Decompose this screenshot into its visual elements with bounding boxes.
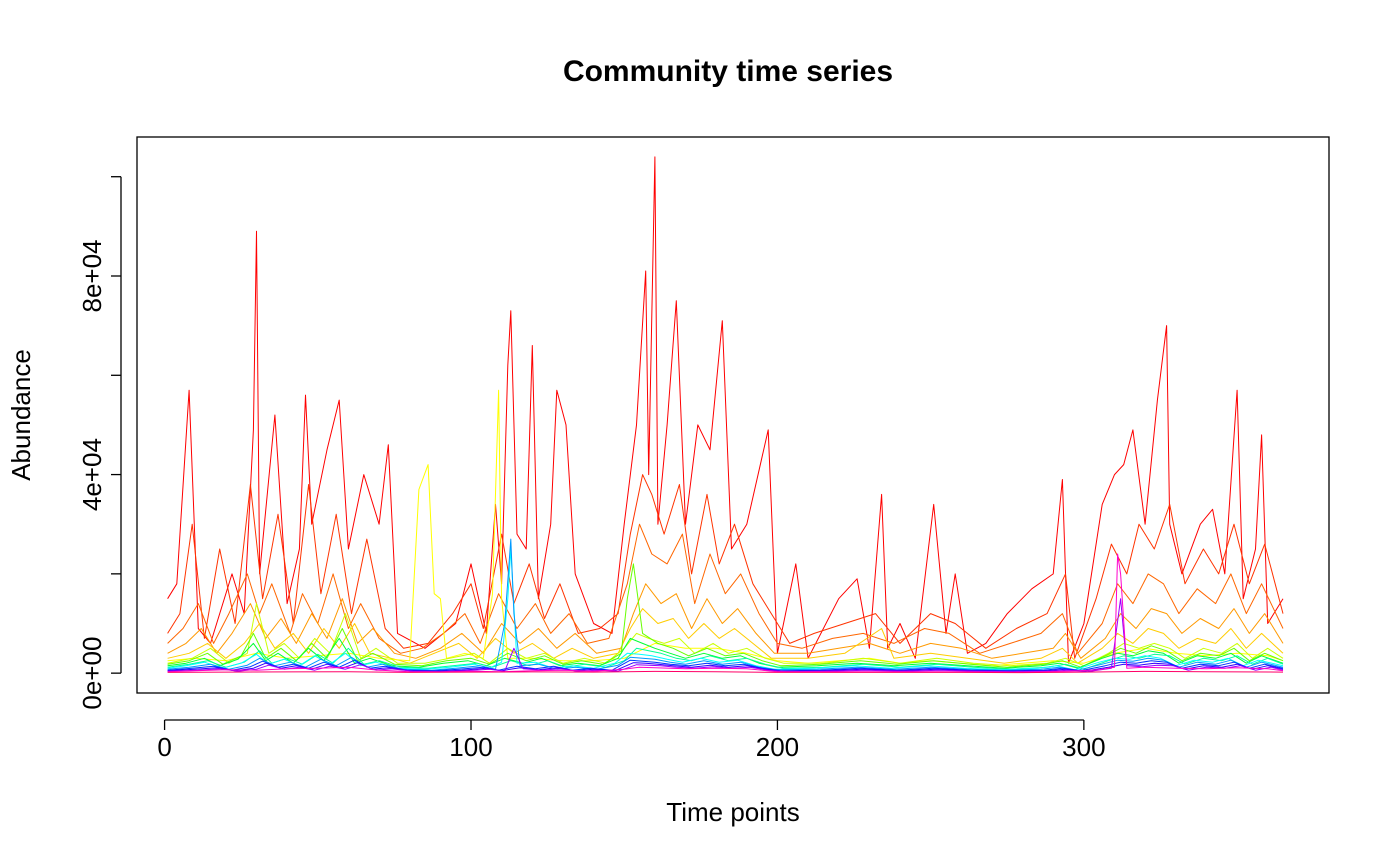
series-line-7 <box>167 603 1284 667</box>
series-line-17 <box>167 670 1284 674</box>
x-tick-label: 100 <box>449 732 492 762</box>
x-axis-title: Time points <box>666 797 799 827</box>
series-line-14 <box>167 662 1284 672</box>
x-axis: 0 100 200 300 <box>157 719 1106 762</box>
x-tick-label: 0 <box>157 732 171 762</box>
series-line-12 <box>167 538 1284 671</box>
y-axis: 0e+00 4e+04 8e+04 <box>77 176 122 710</box>
series-line-6 <box>167 389 1284 667</box>
chart-title: Community time series <box>563 55 893 88</box>
y-axis-title: Abundance <box>6 349 36 481</box>
y-tick-label: 4e+04 <box>77 438 107 511</box>
series-line-16 <box>167 553 1284 673</box>
x-tick-label: 300 <box>1062 732 1105 762</box>
series-line-8 <box>167 563 1284 668</box>
y-tick-label: 8e+04 <box>77 239 107 312</box>
series-layer <box>167 156 1284 674</box>
series-line-1 <box>167 156 1284 664</box>
series-line-13 <box>167 659 1284 672</box>
series-line-5 <box>167 608 1284 664</box>
series-line-9 <box>167 637 1284 669</box>
series-line-15 <box>167 598 1284 673</box>
x-tick-label: 200 <box>756 732 799 762</box>
series-line-4 <box>167 583 1284 659</box>
series-line-2 <box>167 474 1284 659</box>
plot-area-border <box>136 136 1330 694</box>
series-line-10 <box>167 647 1284 670</box>
y-tick-label: 0e+00 <box>77 637 107 710</box>
